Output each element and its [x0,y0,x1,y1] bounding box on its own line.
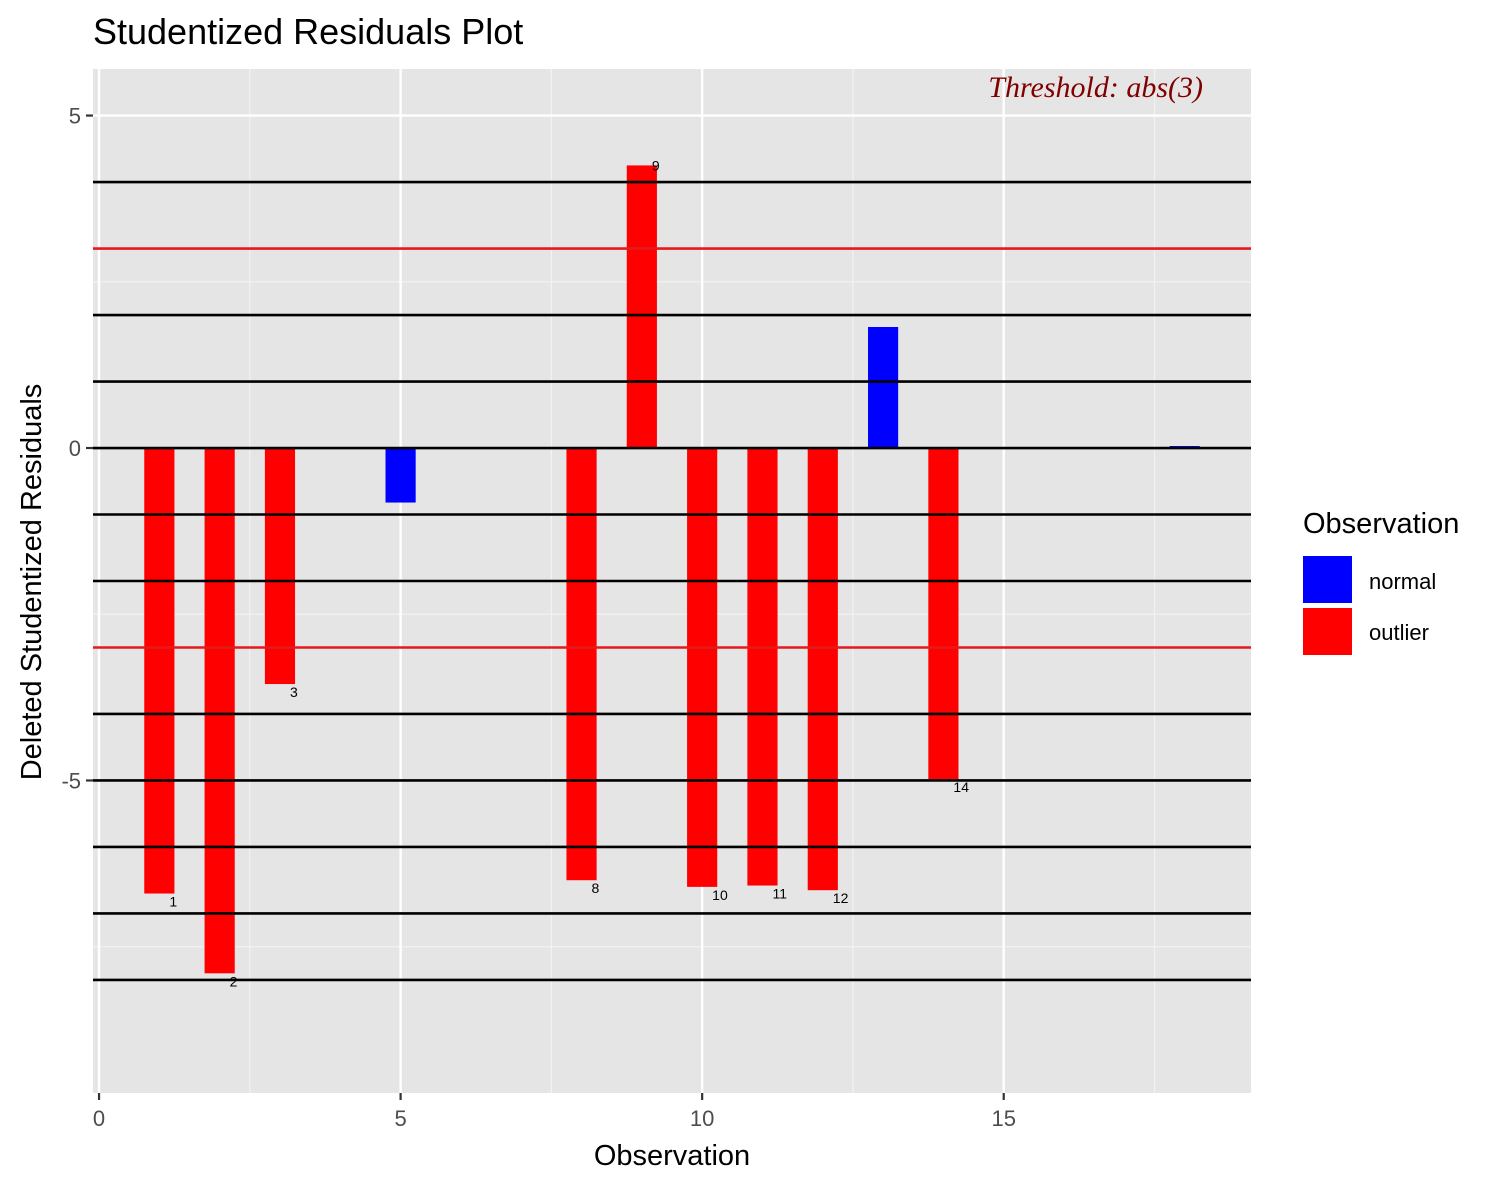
chart-title: Studentized Residuals Plot [93,11,523,52]
y-axis-title: Deleted Studentized Residuals [16,384,48,781]
bar-label-3: 3 [290,684,298,700]
legend-label-outlier: outlier [1369,620,1429,645]
bar-8 [566,448,597,881]
y-tick-label: 5 [69,104,81,129]
bar-12 [807,448,838,891]
bars [144,165,1200,974]
threshold-annotation: Threshold: abs(3) [988,71,1203,104]
legend: Observation normal outlier [1303,508,1459,655]
x-tick-label: 0 [93,1106,105,1131]
bar-14 [928,448,959,780]
bar-1 [144,448,175,894]
bar-label-11: 11 [772,886,787,902]
y-tick-label: -5 [61,768,81,793]
bar-11 [747,448,778,886]
bar-label-2: 2 [230,973,238,989]
bar-label-8: 8 [592,880,600,896]
axes: 0 5 10 15 -5 0 5 [61,104,1016,1131]
x-tick-label: 15 [991,1106,1015,1131]
bar-3 [264,448,296,685]
legend-title: Observation [1303,508,1459,540]
bar-9 [626,165,657,449]
y-tick-label: 0 [69,436,81,461]
bar-13 [868,326,899,449]
legend-label-normal: normal [1369,569,1436,594]
bar-label-10: 10 [712,887,728,903]
bar-label-1: 1 [169,894,177,910]
bar-label-12: 12 [833,890,849,906]
bar-2 [204,448,235,974]
bar-label-14: 14 [953,779,969,795]
legend-swatch-outlier [1303,608,1352,655]
reference-lines [93,180,1251,982]
bar-10 [687,448,718,887]
bar-5 [385,448,416,503]
x-tick-label: 5 [394,1106,406,1131]
x-tick-label: 10 [690,1106,714,1131]
x-axis-title: Observation [594,1140,750,1172]
bar-label-9: 9 [652,157,660,173]
legend-swatch-normal [1303,556,1352,603]
